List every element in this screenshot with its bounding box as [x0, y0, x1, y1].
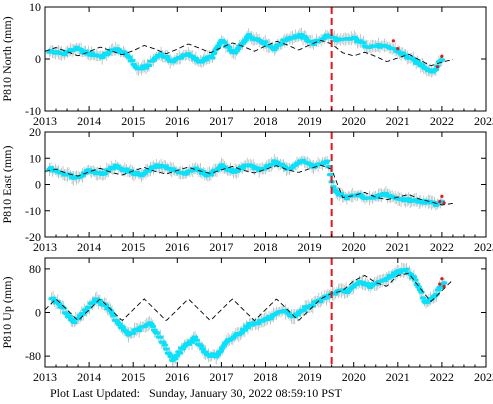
x-tick-label: 2014 [77, 114, 101, 128]
x-tick-label: 2019 [298, 240, 322, 254]
panel-up: 2013 2014 2015 2016 2017 2018 2019 2020 2021 2022… [0, 257, 493, 384]
y-tick-label: 10 [29, 151, 41, 165]
x-tick-label: 2019 [298, 370, 322, 384]
x-tick-label: 2013 [33, 370, 57, 384]
error-bars-east [49, 154, 443, 211]
x-tick-label: 2016 [165, 370, 189, 384]
panel-north: 2013 2014 2015 2016 2017 2018 2019 2020 2021 2022… [0, 0, 493, 128]
y-axis-label-north: P810 North (mm) [0, 16, 14, 101]
y-tick-label: -10 [25, 104, 41, 118]
y-tick-label: 0 [35, 306, 41, 320]
model-curve-up [45, 272, 454, 322]
data-series-north [46, 32, 446, 74]
y-tick-label: 0 [35, 178, 41, 192]
x-tick-label: 2015 [121, 240, 145, 254]
x-tick-label: 2018 [254, 114, 278, 128]
y-tick-label: 10 [29, 0, 41, 14]
x-tick-label: 2021 [386, 240, 410, 254]
x-tick-label: 2013 [33, 114, 57, 128]
recent-point [440, 54, 444, 59]
model-curve-north [45, 39, 454, 67]
x-tick-label: 2015 [121, 114, 145, 128]
y-axis-label-east: P810 East (mm) [0, 146, 14, 224]
x-tick-label: 2014 [77, 370, 101, 384]
recent-point [442, 201, 446, 205]
x-tick-label: 2013 [33, 240, 57, 254]
x-tick-label: 2017 [209, 240, 233, 254]
x-tick-label: 2018 [254, 240, 278, 254]
recent-point [391, 39, 395, 43]
x-tick-label: 2020 [342, 240, 366, 254]
x-tick-label: 2014 [77, 240, 101, 254]
panel-east: 2013 2014 2015 2016 2017 2018 2019 2020 2021 2022… [0, 125, 493, 254]
x-tick-label: 2023 [474, 240, 493, 254]
x-tick-label: 2017 [209, 370, 233, 384]
x-tick-label: 2022 [430, 370, 454, 384]
plot-area-up [45, 262, 454, 367]
x-tick-label: 2020 [342, 370, 366, 384]
x-tick-label: 2021 [386, 370, 410, 384]
recent-point [438, 199, 442, 204]
recent-point [396, 47, 400, 51]
y-tick-label: 80 [29, 262, 41, 276]
x-tick-label: 2023 [474, 114, 493, 128]
plot-frame-east [44, 131, 487, 238]
x-tick-label: 2019 [298, 114, 322, 128]
recent-point [440, 277, 444, 281]
x-tick-label: 2023 [474, 370, 493, 384]
y-tick-label: -10 [25, 204, 41, 218]
y-axis-label-up: P810 Up (mm) [0, 276, 14, 348]
y-tick-label: 0 [35, 52, 41, 66]
x-tick-label: 2018 [254, 370, 278, 384]
plot-frame-north [44, 6, 487, 112]
recent-point [440, 194, 444, 198]
x-tick-label: 2022 [430, 240, 454, 254]
plot-area-north [45, 27, 454, 78]
x-tick-label: 2015 [121, 370, 145, 384]
x-tick-label: 2022 [430, 114, 454, 128]
recent-point [438, 282, 442, 286]
data-series-up [48, 267, 448, 362]
recent-point [442, 284, 446, 288]
plot-area-east [45, 154, 453, 211]
x-tick-label: 2020 [342, 114, 366, 128]
x-tick-label: 2021 [386, 114, 410, 128]
x-tick-label: 2016 [165, 114, 189, 128]
recent-point [435, 65, 440, 69]
x-tick-label: 2017 [209, 114, 233, 128]
y-tick-label: 20 [29, 125, 41, 139]
y-tick-label: -20 [25, 230, 41, 244]
plot-last-updated: Plot Last Updated: Sunday, January 30, 2… [50, 386, 342, 400]
y-tick-label: -80 [25, 349, 41, 363]
x-tick-label: 2016 [165, 240, 189, 254]
